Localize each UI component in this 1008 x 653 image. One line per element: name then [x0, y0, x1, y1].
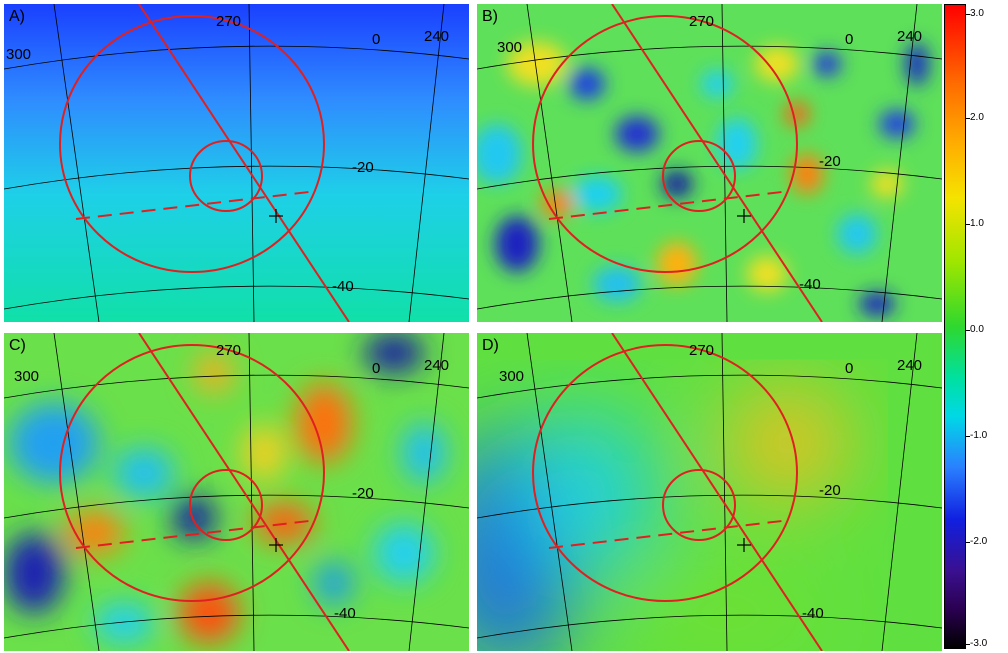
- colorbar-label-neg1: -1.0: [970, 430, 988, 441]
- panel-b: B) 300 270 0 240 -20 -40: [477, 4, 942, 322]
- lat-line-20: [4, 494, 469, 519]
- lat-line-20: [477, 165, 942, 190]
- lon-line-240: [408, 333, 445, 651]
- lon-line-270: [248, 333, 255, 651]
- lon-line-300: [526, 333, 573, 651]
- lon-label-240: 240: [424, 357, 449, 374]
- lon-label-240: 240: [897, 28, 922, 45]
- lat-label-20: -20: [352, 159, 374, 176]
- lon-label-270: 270: [216, 13, 241, 30]
- panel-d: D) 300 270 0 240 -20 -40: [477, 333, 942, 651]
- dashed-line: [548, 520, 783, 549]
- lat-line-0: [4, 374, 469, 399]
- small-circle: [662, 469, 736, 541]
- lon-line-270: [721, 4, 728, 322]
- lon-label-270: 270: [689, 342, 714, 359]
- dashed-line: [75, 191, 310, 220]
- large-circle: [532, 15, 798, 273]
- colorbar-label-neg2: -2.0: [970, 536, 988, 547]
- diagonal-line: [611, 333, 823, 651]
- large-circle: [59, 15, 325, 273]
- lat-line-40: [4, 614, 469, 639]
- lon-line-240: [408, 4, 445, 322]
- small-circle: [662, 140, 736, 212]
- lon-label-240: 240: [897, 357, 922, 374]
- colorbar: [944, 4, 966, 649]
- fluctuation-pattern: [477, 42, 929, 316]
- lat-line-0: [477, 45, 942, 70]
- lat-label-20: -20: [819, 482, 841, 499]
- lon-line-240: [881, 4, 918, 322]
- colorbar-tick: [966, 542, 970, 543]
- lon-label-0: 0: [845, 360, 853, 377]
- colorbar-tick: [966, 330, 970, 331]
- panel-c: C) 300 270 0 240 -20 -40: [4, 333, 469, 651]
- lon-label-270: 270: [216, 342, 241, 359]
- colorbar-tick: [966, 644, 970, 645]
- lat-line-0: [477, 374, 942, 399]
- lon-label-300: 300: [497, 39, 522, 56]
- sky-map: [4, 4, 469, 322]
- lat-label-40: -40: [799, 276, 821, 293]
- dashed-line: [75, 520, 310, 549]
- lat-label-20: -20: [819, 153, 841, 170]
- colorbar-tick: [966, 118, 970, 119]
- lon-label-300: 300: [6, 46, 31, 63]
- lat-line-40: [4, 285, 469, 310]
- colorbar-tick: [966, 224, 970, 225]
- lon-line-270: [721, 333, 728, 651]
- lon-label-270: 270: [689, 13, 714, 30]
- lat-line-40: [477, 285, 942, 310]
- colorbar-label-neg3: -3.0: [970, 638, 988, 649]
- colorbar-tick: [966, 436, 970, 437]
- panel-a: A) 300 270 0 240 -20 -40: [4, 4, 469, 322]
- colorbar-label-1: 1.0: [970, 218, 984, 229]
- lon-label-0: 0: [845, 31, 853, 48]
- colorbar-tick: [966, 14, 970, 15]
- lat-label-40: -40: [802, 605, 824, 622]
- lon-label-0: 0: [372, 360, 380, 377]
- lon-line-270: [248, 4, 255, 322]
- diagonal-line: [611, 4, 823, 322]
- lon-label-240: 240: [424, 28, 449, 45]
- lat-label-40: -40: [334, 605, 356, 622]
- sky-map: [4, 333, 469, 651]
- fluctuation-pattern: [477, 388, 847, 651]
- diagonal-line: [138, 4, 350, 322]
- lat-line-20: [477, 494, 942, 519]
- lon-line-240: [881, 333, 918, 651]
- lon-label-0: 0: [372, 31, 380, 48]
- lat-label-20: -20: [352, 485, 374, 502]
- diagonal-line: [138, 333, 350, 651]
- large-circle: [59, 344, 325, 602]
- lat-line-0: [4, 45, 469, 70]
- dashed-line: [548, 191, 783, 220]
- large-circle: [532, 344, 798, 602]
- panel-label: C): [9, 337, 26, 354]
- lon-line-300: [526, 4, 573, 322]
- colorbar-label-2: 2.0: [970, 112, 984, 123]
- small-circle: [189, 469, 263, 541]
- panel-label: D): [482, 337, 499, 354]
- lat-line-40: [477, 614, 942, 639]
- panel-label: A): [9, 8, 25, 25]
- small-circle: [189, 140, 263, 212]
- lon-line-300: [53, 4, 100, 322]
- lon-label-300: 300: [499, 368, 524, 385]
- lat-line-20: [4, 165, 469, 190]
- panel-label: B): [482, 8, 498, 25]
- lat-label-40: -40: [332, 278, 354, 295]
- lon-label-300: 300: [14, 368, 39, 385]
- lon-line-300: [53, 333, 100, 651]
- colorbar-label-3: 3.0: [970, 8, 984, 19]
- colorbar-label-0: 0.0: [970, 324, 984, 335]
